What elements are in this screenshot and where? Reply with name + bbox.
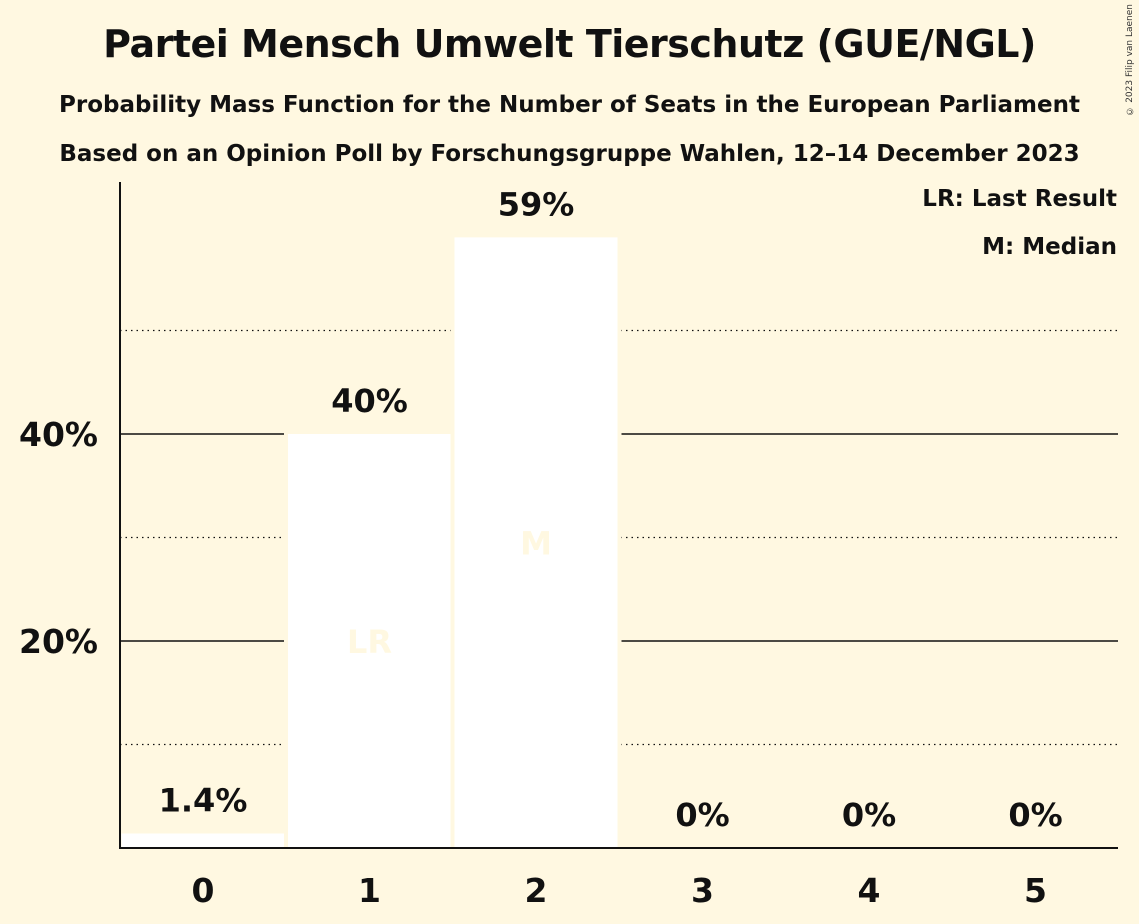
bar-value-label: 0% bbox=[842, 796, 896, 834]
x-tick-label: 0 bbox=[192, 871, 215, 910]
bar-value-label: 0% bbox=[1008, 796, 1062, 834]
bar-marker-label: LR bbox=[347, 623, 392, 661]
chart-title: Partei Mensch Umwelt Tierschutz (GUE/NGL… bbox=[103, 22, 1036, 66]
x-tick-label: 3 bbox=[691, 871, 714, 910]
bar-value-label: 0% bbox=[675, 796, 729, 834]
bar-value-label: 59% bbox=[498, 185, 575, 223]
y-tick-label: 40% bbox=[19, 415, 98, 454]
x-tick-label: 2 bbox=[525, 871, 548, 910]
bar bbox=[454, 237, 618, 849]
bar-value-label: 40% bbox=[331, 382, 408, 420]
legend-median: M: Median bbox=[982, 234, 1117, 260]
chart-subtitle: Probability Mass Function for the Number… bbox=[59, 92, 1080, 118]
legend-last-result: LR: Last Result bbox=[922, 186, 1117, 212]
bar bbox=[121, 833, 285, 848]
x-tick-label: 4 bbox=[858, 871, 881, 910]
bar bbox=[288, 434, 451, 848]
x-tick-label: 5 bbox=[1024, 871, 1047, 910]
chart-source-note: Based on an Opinion Poll by Forschungsgr… bbox=[59, 141, 1080, 167]
bar-value-label: 1.4% bbox=[159, 782, 248, 820]
bar-marker-label: M bbox=[520, 525, 552, 563]
y-tick-label: 20% bbox=[19, 622, 98, 661]
x-tick-label: 1 bbox=[358, 871, 381, 910]
